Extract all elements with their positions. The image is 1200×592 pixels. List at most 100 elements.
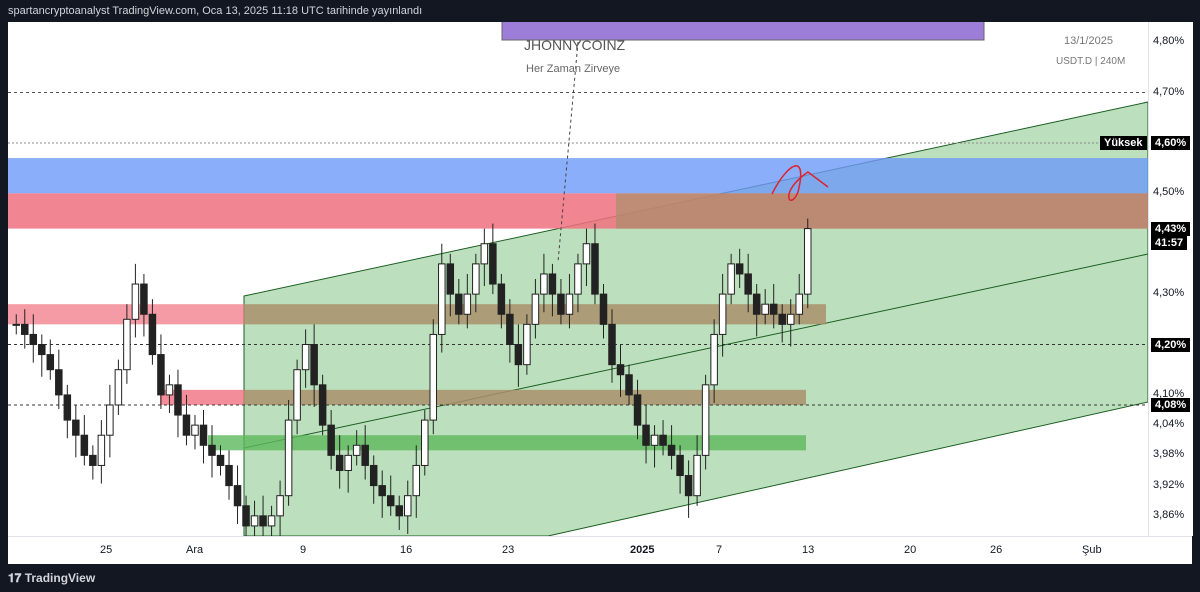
price-tick: 3,98% — [1153, 448, 1185, 461]
candle-body — [676, 454, 684, 477]
candle-body — [421, 419, 429, 466]
candle-body — [63, 394, 72, 421]
price-tick: 4,70% — [1153, 85, 1185, 98]
candle-body — [667, 444, 676, 456]
candle-body — [174, 384, 182, 416]
time-tick: 2025 — [630, 544, 655, 556]
candle-body — [250, 515, 259, 527]
candle-body — [795, 293, 803, 315]
candle-body — [284, 419, 293, 497]
price-tick: 4,30% — [1153, 287, 1185, 300]
candle-body — [89, 454, 97, 466]
brand-text: TradingView — [24, 571, 96, 585]
published-text: spartancryptoanalyst TradingView.com, Oc… — [8, 5, 423, 17]
candle-body — [386, 495, 395, 507]
candle-body — [369, 464, 378, 487]
candle-body — [182, 414, 191, 436]
tradingview-logo: 𝟏𝟕 TradingView — [8, 571, 96, 585]
candle-body — [344, 454, 352, 471]
time-tick: 20 — [904, 544, 917, 556]
candle-body — [701, 384, 710, 456]
time-tick: 9 — [300, 544, 307, 556]
candle-body — [395, 505, 403, 517]
candle-body — [769, 303, 778, 315]
title-box-title: JHONNYCOINZ — [524, 37, 626, 53]
candle-body — [233, 485, 242, 507]
countdown-tag: 41:57 — [1151, 235, 1188, 250]
candle-body — [12, 323, 21, 326]
candle-body — [327, 424, 335, 456]
chart-area[interactable]: JHONNYCOINZ Her Zaman Zirveye 13/1/2025 … — [8, 22, 1148, 536]
price-tick: 3,86% — [1153, 508, 1185, 521]
candle-body — [565, 293, 574, 315]
candle-body — [735, 263, 744, 275]
candle-body — [21, 323, 29, 335]
candle-body — [608, 323, 616, 366]
candle-body — [540, 273, 548, 295]
candle-body — [693, 454, 701, 497]
candle-body — [659, 434, 667, 446]
candle-body — [352, 444, 361, 456]
brown-zone-low — [244, 389, 806, 405]
candle-body — [412, 464, 421, 497]
green-box — [208, 435, 806, 451]
top-bar: spartancryptoanalyst TradingView.com, Oc… — [0, 0, 1200, 22]
price-axis[interactable]: 4,80% 4,70% 4,60% 4,50% 4,43% 4,30% 4,20% 4,10%… — [1148, 22, 1193, 536]
time-tick: Ara — [186, 544, 204, 556]
candle-body — [157, 354, 165, 396]
candle-body — [140, 283, 148, 315]
candle-body — [191, 424, 199, 436]
candle-body — [131, 283, 140, 320]
candle-body — [463, 293, 472, 315]
support-price-tag: 4,20% — [1151, 337, 1191, 352]
candle-body — [438, 263, 446, 335]
candle-body — [276, 495, 284, 517]
candle-body — [361, 444, 369, 466]
candle-body — [403, 495, 412, 517]
candle-body — [710, 333, 718, 386]
candle-body — [531, 293, 540, 325]
candle-body — [761, 303, 769, 315]
time-tick: 26 — [990, 544, 1003, 556]
chart-svg[interactable]: JHONNYCOINZ Her Zaman Zirveye 13/1/2025 … — [8, 22, 1148, 536]
candle-body — [582, 243, 591, 265]
candle-body — [72, 419, 80, 436]
candle-body — [778, 313, 786, 325]
candle-body — [267, 515, 276, 527]
channel-midline — [243, 253, 1148, 449]
price-tick: 4,80% — [1153, 35, 1185, 48]
candle-body — [446, 263, 455, 295]
candle-body — [114, 369, 123, 406]
time-tick: 7 — [716, 544, 723, 556]
high-label-tag: Yüksek — [1100, 135, 1147, 150]
candle-body — [259, 515, 267, 527]
price-tick: 4,10% — [1153, 387, 1185, 400]
current-price-tag: 4,43% — [1151, 221, 1191, 236]
candle-body — [480, 243, 489, 265]
red-scribble — [771, 165, 829, 201]
candle-body — [625, 374, 633, 396]
candle-body — [455, 293, 463, 315]
candle-body — [489, 243, 497, 285]
high-price-tag: 4,60% — [1151, 135, 1191, 150]
candle-body — [38, 344, 46, 356]
candle-body — [684, 475, 693, 497]
title-box-subtitle: Her Zaman Zirveye — [526, 63, 620, 75]
candle-body — [208, 444, 216, 456]
candle-body — [242, 505, 250, 527]
candle-body — [106, 404, 114, 436]
minor-price-tag: 4,08% — [1151, 397, 1191, 412]
date-label: 13/1/2025 — [1064, 35, 1113, 47]
candle-body — [335, 454, 344, 471]
time-axis[interactable]: 25 Ara 9 16 23 2025 7 13 20 26 Şub — [8, 536, 1192, 565]
candle-body — [557, 293, 565, 315]
candle-body — [225, 464, 233, 487]
candle-body — [650, 434, 659, 446]
candle-body — [80, 434, 89, 456]
candle-body — [633, 394, 642, 426]
candle-body — [727, 263, 735, 295]
candle-body — [506, 313, 514, 346]
candle-body — [429, 333, 438, 421]
candle-body — [523, 323, 531, 366]
candle-body — [786, 313, 795, 325]
